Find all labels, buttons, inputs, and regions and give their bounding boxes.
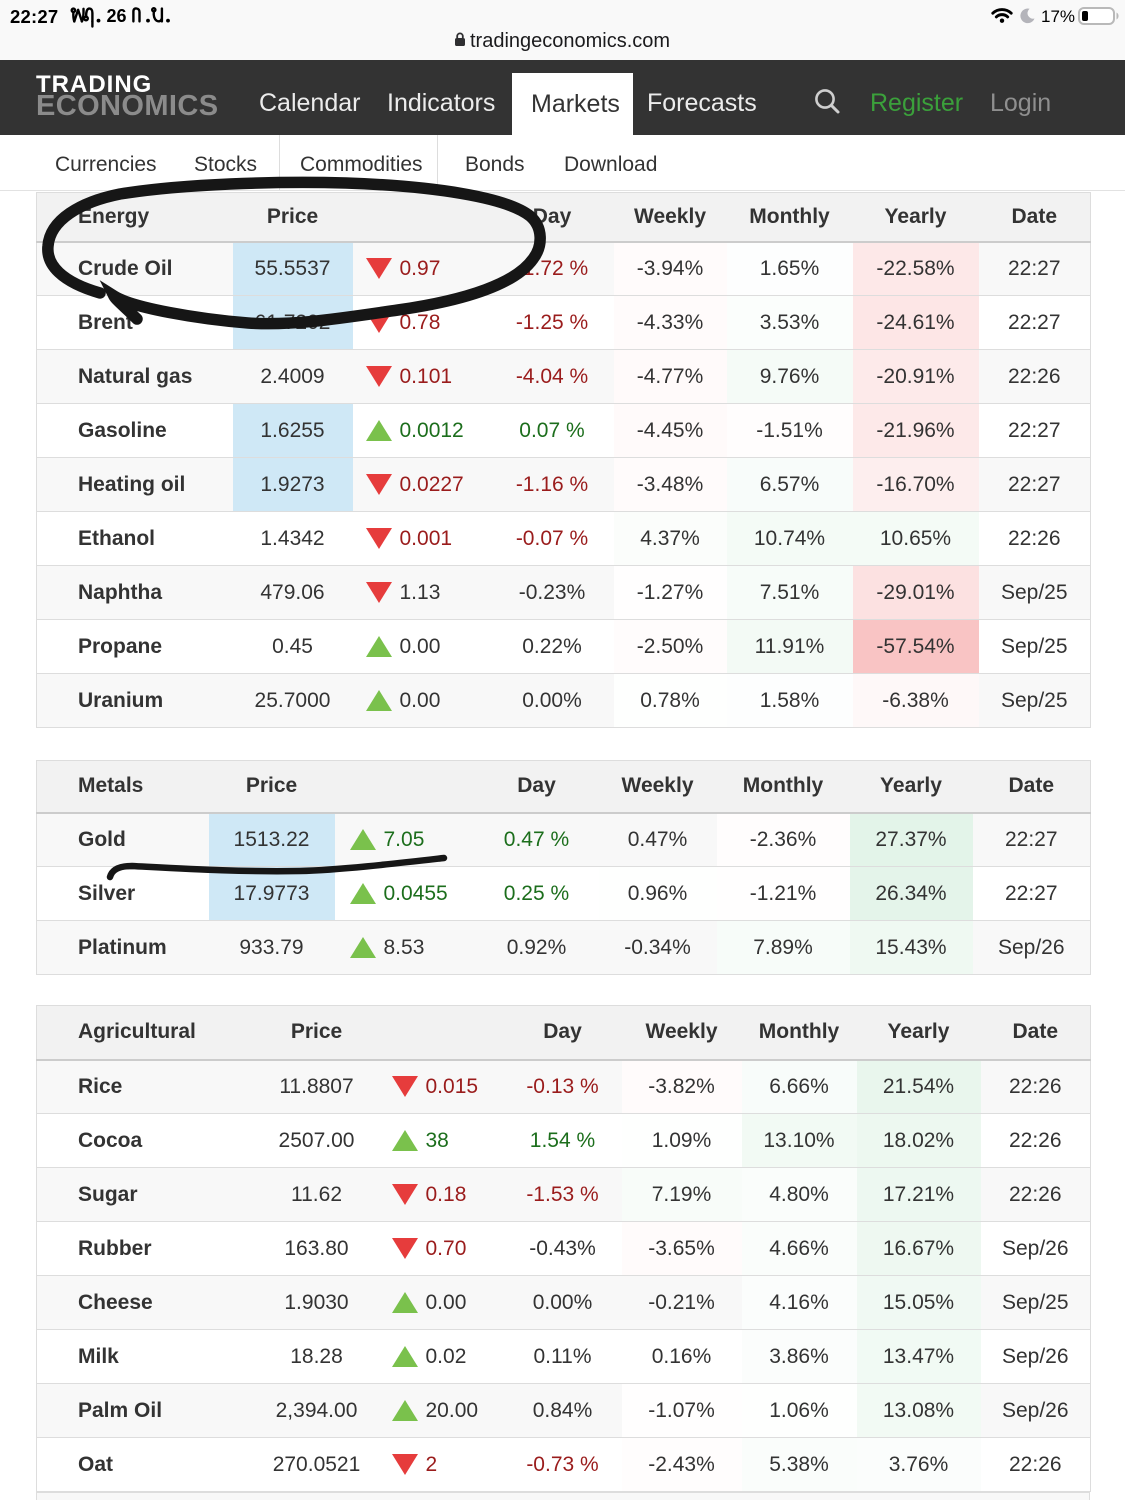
svg-text:26: 26 (107, 6, 127, 26)
